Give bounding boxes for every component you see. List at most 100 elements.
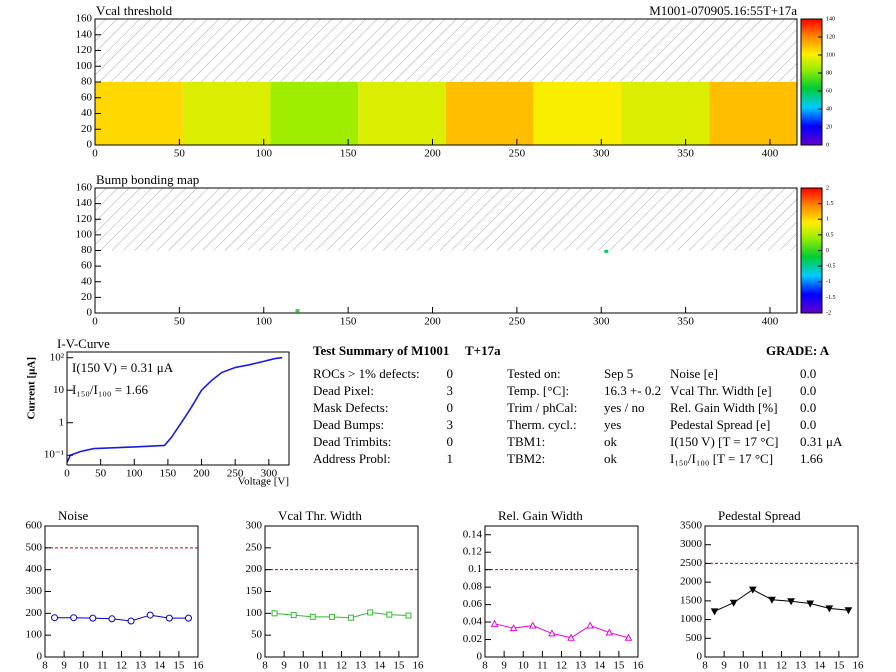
y-tick-label: 0.14 xyxy=(463,528,483,540)
heat-cell xyxy=(182,82,271,145)
y-tick-label: 2500 xyxy=(680,557,703,569)
x-tick-label: 12 xyxy=(556,660,567,672)
pixel xyxy=(295,309,300,313)
marker xyxy=(405,612,412,619)
y-tick-label: 0.12 xyxy=(463,546,482,558)
x-tick-label: 200 xyxy=(193,468,210,480)
marker xyxy=(89,614,97,622)
z-tick-label: 100 xyxy=(826,52,835,58)
marker xyxy=(528,621,537,629)
y-tick-label: 100 xyxy=(76,228,93,240)
marker xyxy=(605,628,614,636)
x-tick-label: 300 xyxy=(261,468,278,480)
x-tick-label: 13 xyxy=(355,660,367,672)
summary-value: 16.3 +- 0.2 xyxy=(604,383,661,398)
z-tick-label: -1 xyxy=(826,279,831,285)
marker xyxy=(729,599,738,607)
summary-value: 0.0 xyxy=(800,400,816,415)
y-tick-label: 140 xyxy=(76,28,93,40)
heat-cell xyxy=(533,82,622,145)
marker xyxy=(748,586,757,594)
z-tick-label: 0.5 xyxy=(826,232,834,238)
y-tick-label: 20 xyxy=(81,291,93,303)
summary-label: Temp. [°C]: xyxy=(507,383,569,398)
y-tick-label: 0 xyxy=(37,651,43,663)
heat-cell xyxy=(709,82,797,145)
plot-frame xyxy=(66,351,290,466)
y-tick-label: 0 xyxy=(87,307,93,319)
x-tick-label: 11 xyxy=(757,660,768,672)
x-tick-label: 14 xyxy=(594,660,606,672)
y-tick-label: 0 xyxy=(257,651,263,663)
x-tick-label: 200 xyxy=(424,316,441,328)
x-tick-label: 9 xyxy=(721,660,727,672)
chart-annotation: M1001-070905.16:55T+17a xyxy=(649,3,797,18)
z-tick-label: 20 xyxy=(826,124,832,130)
summary-value: ok xyxy=(604,434,618,449)
summary-title: Test Summary of M1001 xyxy=(313,343,449,358)
y-tick-label: 0 xyxy=(477,651,483,663)
y-tick-label: 0.06 xyxy=(463,598,483,610)
summary-label: Dead Pixel: xyxy=(313,383,374,398)
x-tick-label: 13 xyxy=(575,660,587,672)
x-tick-label: 100 xyxy=(256,148,273,160)
y-tick-label: 50 xyxy=(251,629,263,641)
chart-title: I-V-Curve xyxy=(57,336,110,351)
y-tick-label: 10² xyxy=(50,351,65,363)
summary-label: Dead Trimbits: xyxy=(313,434,391,449)
y-tick-label: 500 xyxy=(686,632,703,644)
summary-value: 0.0 xyxy=(800,417,816,432)
y-tick-label: 80 xyxy=(81,76,93,88)
x-tick-label: 0 xyxy=(64,468,70,480)
x-tick-label: 15 xyxy=(613,660,625,672)
y-tick-label: 3000 xyxy=(680,538,703,550)
annotation: I₁₅₀/I₁₀₀ = 1.66 xyxy=(72,382,149,397)
marker xyxy=(271,610,278,617)
heat-cell xyxy=(446,82,534,145)
summary-value: 0 xyxy=(447,434,454,449)
y-tick-label: 0 xyxy=(87,139,93,151)
marker xyxy=(710,608,719,616)
x-tick-label: 10 xyxy=(738,660,750,672)
marker xyxy=(509,624,518,632)
x-tick-label: 8 xyxy=(702,660,708,672)
summary-label: Address Probl: xyxy=(313,451,391,466)
z-tick-label: 1.5 xyxy=(826,201,834,207)
summary-value: ok xyxy=(604,451,618,466)
x-tick-label: 50 xyxy=(174,316,186,328)
marker xyxy=(165,614,173,622)
y-tick-label: 20 xyxy=(81,123,93,135)
x-tick-label: 0 xyxy=(92,316,98,328)
y-tick-label: 1000 xyxy=(680,613,703,625)
x-tick-label: 16 xyxy=(633,660,645,672)
pixel xyxy=(604,249,609,253)
y-tick-label: 140 xyxy=(76,197,93,209)
heat-cell xyxy=(621,82,710,145)
y-tick-label: 1500 xyxy=(680,594,703,606)
x-tick-label: 15 xyxy=(393,660,405,672)
y-tick-label: 400 xyxy=(26,563,43,575)
x-tick-label: 100 xyxy=(126,468,143,480)
z-tick-label: 0 xyxy=(826,248,829,254)
summary-value: 1.66 xyxy=(800,451,823,466)
y-tick-label: 0 xyxy=(697,651,703,663)
x-tick-label: 8 xyxy=(482,660,488,672)
chart-title: Bump bonding map xyxy=(96,172,199,187)
x-tick-label: 150 xyxy=(340,316,357,328)
y-tick-label: 80 xyxy=(81,244,93,256)
summary-value: 0.31 μA xyxy=(800,434,843,449)
x-tick-label: 12 xyxy=(776,660,787,672)
data-line xyxy=(494,623,629,639)
summary-label: ROCs > 1% defects: xyxy=(313,366,420,381)
x-tick-label: 13 xyxy=(795,660,807,672)
marker xyxy=(309,613,316,620)
summary-label: TBM1: xyxy=(507,434,545,449)
y-tick-label: 60 xyxy=(81,91,93,103)
summary-value: 3 xyxy=(447,417,454,432)
x-tick-label: 12 xyxy=(336,660,347,672)
y-tick-label: 0.04 xyxy=(463,616,483,628)
y-tick-label: 160 xyxy=(76,13,93,25)
y-tick-label: 150 xyxy=(246,585,263,597)
z-tick-label: 1 xyxy=(826,217,829,223)
